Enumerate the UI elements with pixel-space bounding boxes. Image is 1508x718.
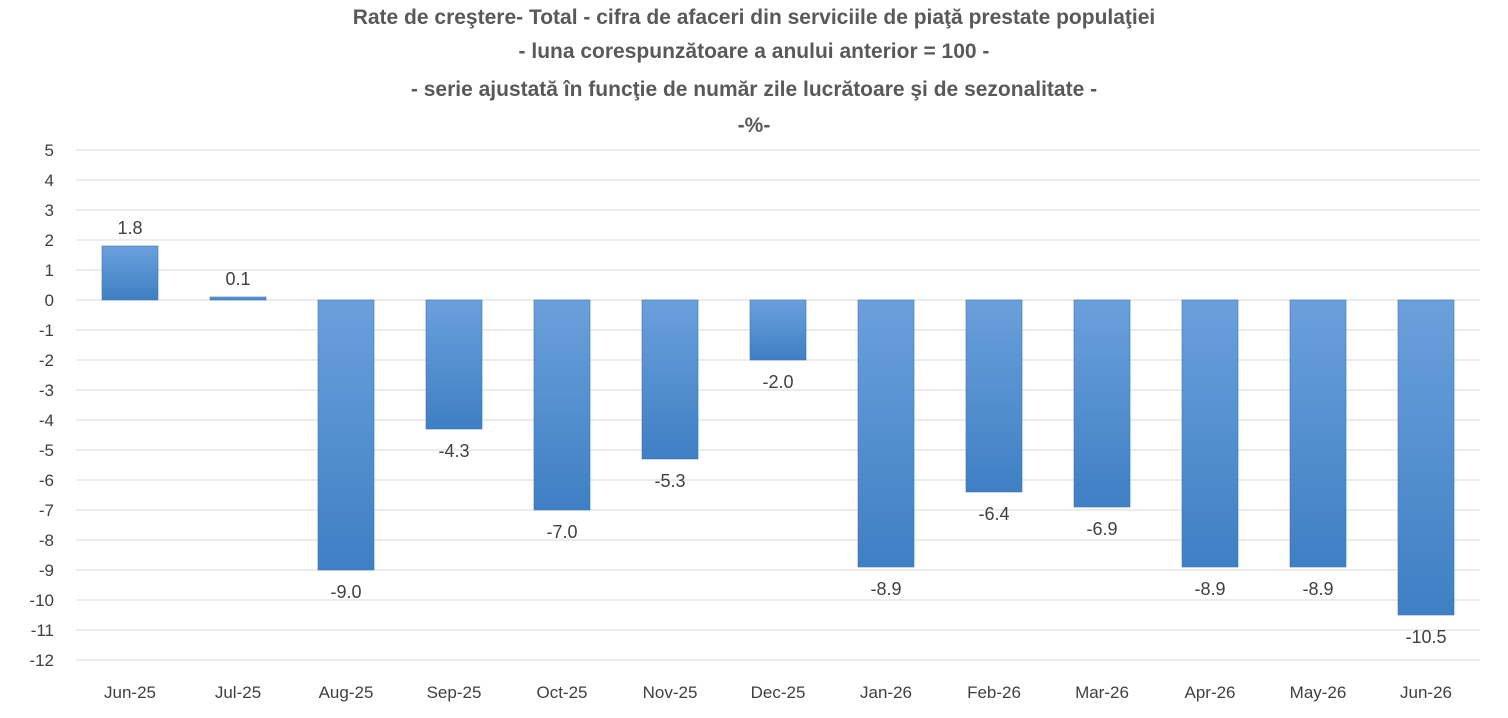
x-tick-label: Jun-25 [104, 683, 156, 702]
data-labels: 1.8 0.1 -9.0 -4.3 -7.0 -5.3 -2.0 -8.9 -6.4 -6.9 -8… [117, 218, 1446, 647]
chart-title-line-4: -%- [737, 114, 771, 137]
x-tick-label: Oct-25 [536, 683, 587, 702]
data-label: -7.0 [546, 522, 577, 542]
y-tick-label: 4 [45, 171, 54, 190]
bars [101, 245, 1455, 616]
x-axis-ticks: Jun-25 Jul-25 Aug-25 Sep-25 Oct-25 Nov-25 Dec-… [104, 683, 1452, 702]
y-tick-label: 5 [45, 141, 54, 160]
chart-title-line-1: Rate de creştere- Total - cifra de aface… [352, 6, 1156, 29]
data-label: 1.8 [117, 218, 142, 238]
bar-sep-25 [425, 299, 483, 430]
y-tick-label: -3 [39, 381, 54, 400]
bar-dec-25 [749, 299, 807, 361]
data-label: -9.0 [330, 582, 361, 602]
data-label: -8.9 [870, 579, 901, 599]
y-tick-label: 3 [45, 201, 54, 220]
data-label: -10.5 [1405, 627, 1446, 647]
x-tick-label: Nov-25 [643, 683, 698, 702]
data-label: 0.1 [225, 269, 250, 289]
bar-may-26 [1289, 299, 1347, 568]
y-tick-label: -9 [39, 561, 54, 580]
y-tick-label: -6 [39, 471, 54, 490]
y-tick-label: -1 [39, 321, 54, 340]
x-tick-label: Dec-25 [751, 683, 806, 702]
data-label: -8.9 [1194, 579, 1225, 599]
x-tick-label: Jul-25 [215, 683, 261, 702]
y-tick-label: -12 [29, 651, 54, 670]
y-tick-label: 0 [45, 291, 54, 310]
chart-title-line-2: - luna corespunzătoare a anului anterior… [518, 40, 990, 63]
data-label: -4.3 [438, 441, 469, 461]
x-tick-label: Feb-26 [967, 683, 1021, 702]
y-tick-label: -7 [39, 501, 54, 520]
y-tick-label: -2 [39, 351, 54, 370]
bar-jul-25 [209, 296, 267, 301]
bar-nov-25 [641, 299, 699, 460]
bar-feb-26 [965, 299, 1023, 493]
data-label: -6.4 [978, 504, 1009, 524]
x-tick-label: Jun-26 [1400, 683, 1452, 702]
data-label: -2.0 [762, 372, 793, 392]
x-tick-label: Sep-25 [427, 683, 482, 702]
data-label: -5.3 [654, 471, 685, 491]
bar-apr-26 [1181, 299, 1239, 568]
x-tick-label: Mar-26 [1075, 683, 1129, 702]
x-tick-label: May-26 [1290, 683, 1347, 702]
bar-aug-25 [317, 299, 375, 571]
y-tick-label: -11 [31, 621, 54, 640]
x-tick-label: Jan-26 [860, 683, 912, 702]
y-axis-ticks: 5 4 3 2 1 0 -1 -2 -3 -4 -5 -6 -7 -8 -9 -10 -11 -12 [29, 141, 54, 670]
bar-jun-26 [1397, 299, 1455, 616]
bar-jan-26 [857, 299, 915, 568]
y-tick-label: 2 [45, 231, 54, 250]
data-label: -8.9 [1302, 579, 1333, 599]
bar-jun-25 [101, 245, 159, 301]
bar-oct-25 [533, 299, 591, 511]
x-tick-label: Apr-26 [1184, 683, 1235, 702]
y-tick-label: -5 [39, 441, 54, 460]
y-tick-label: 1 [45, 261, 54, 280]
gridlines [76, 149, 1480, 661]
chart-title-line-3: - serie ajustată în funcţie de număr zil… [410, 78, 1098, 101]
data-label: -6.9 [1086, 519, 1117, 539]
y-tick-label: -8 [39, 531, 54, 550]
y-tick-label: -4 [39, 411, 54, 430]
x-tick-label: Aug-25 [319, 683, 374, 702]
bar-mar-26 [1073, 299, 1131, 508]
y-tick-label: -10 [29, 591, 54, 610]
